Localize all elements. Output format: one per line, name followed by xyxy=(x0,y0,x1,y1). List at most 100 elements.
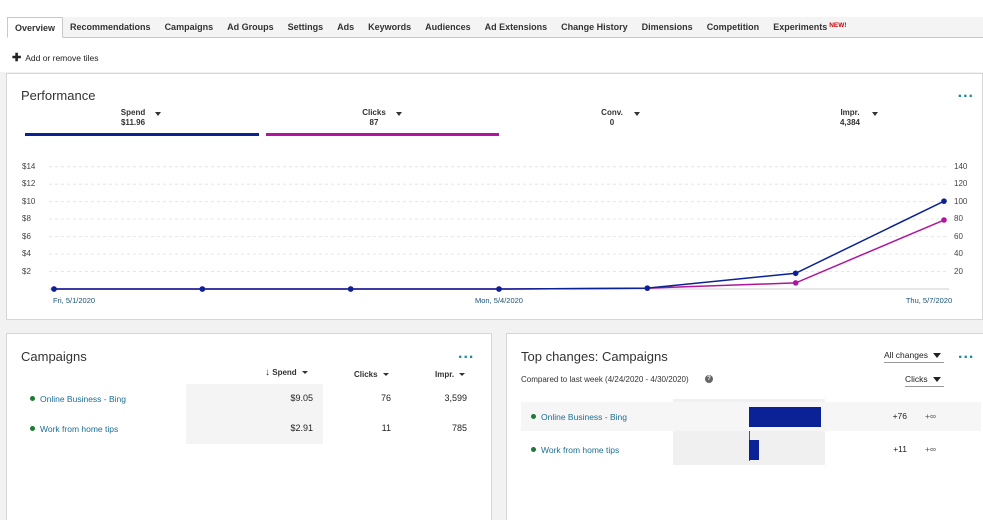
y-left-tick-label: $10 xyxy=(22,196,36,206)
help-icon[interactable]: ? xyxy=(705,375,713,383)
changes-filter-dropdown[interactable]: All changes xyxy=(884,350,941,360)
column-header-spend[interactable]: ↓ Spend xyxy=(265,367,308,378)
y-left-tick-label: $12 xyxy=(22,179,36,189)
impressions-cell: 785 xyxy=(451,423,467,433)
top-changes-title: Top changes: Campaigns xyxy=(521,349,668,364)
tab-label: Ad Groups xyxy=(227,22,274,32)
metric-impr-value: 4,384 xyxy=(839,118,861,127)
x-tick-label: Fri, 5/1/2020 xyxy=(52,296,96,305)
tab-dimensions[interactable]: Dimensions xyxy=(635,17,700,37)
compare-period-text: Compared to last week (4/24/2020 - 4/30/… xyxy=(521,375,689,384)
tab-label: Audiences xyxy=(425,22,471,32)
tab-overview[interactable]: Overview xyxy=(7,17,64,38)
tab-change-history[interactable]: Change History xyxy=(554,17,635,37)
tab-settings[interactable]: Settings xyxy=(281,17,331,37)
status-active-icon xyxy=(531,414,536,419)
change-percent: +∞ xyxy=(925,444,937,454)
performance-chart xyxy=(49,166,949,292)
y-right-tick-label: 100 xyxy=(954,196,968,206)
y-left-tick-label: $2 xyxy=(22,266,31,276)
add-remove-tiles-button[interactable]: ✚ Add or remove tiles xyxy=(12,51,98,64)
data-point-spend[interactable] xyxy=(199,286,206,292)
campaign-link[interactable]: Online Business - Bing xyxy=(40,394,126,404)
tab-ad-groups[interactable]: Ad Groups xyxy=(220,17,281,37)
performance-title: Performance xyxy=(21,88,96,103)
change-value: +76 xyxy=(892,411,907,421)
clicks-cell: 11 xyxy=(381,423,391,433)
chevron-down-icon xyxy=(459,373,466,377)
tab-keywords[interactable]: Keywords xyxy=(361,17,418,37)
tab-label: Change History xyxy=(561,22,628,32)
data-point-spend[interactable] xyxy=(644,285,651,291)
data-point-spend[interactable] xyxy=(496,286,502,292)
performance-more-options-icon[interactable]: ... xyxy=(957,84,974,101)
top-changes-panel: Top changes: Campaigns ... All changes C… xyxy=(506,333,983,520)
impressions-cell: 3,599 xyxy=(444,393,467,403)
tab-ads[interactable]: Ads xyxy=(330,17,361,37)
data-point-spend[interactable] xyxy=(51,286,57,292)
top-changes-more-options-icon[interactable]: ... xyxy=(958,345,975,362)
metric-dropdown[interactable]: Clicks xyxy=(905,374,941,384)
campaigns-title: Campaigns xyxy=(21,349,87,364)
tab-label: Ad Extensions xyxy=(484,22,548,32)
data-point-spend[interactable] xyxy=(347,286,354,292)
y-left-tick-label: $6 xyxy=(22,231,31,241)
metric-conv-value: 0 xyxy=(609,118,615,127)
spend-cell: $9.05 xyxy=(290,393,313,403)
y-right-tick-label: 140 xyxy=(954,161,968,171)
change-bar xyxy=(749,407,821,427)
chevron-down-icon xyxy=(932,353,941,359)
data-point-clicks[interactable] xyxy=(792,280,799,286)
chevron-down-icon xyxy=(396,112,402,116)
sort-down-arrow-icon: ↓ xyxy=(265,367,270,378)
metric-clicks-value: 87 xyxy=(369,118,379,127)
tab-experiments[interactable]: Experiments NEW! xyxy=(766,17,853,37)
bar-zero-axis xyxy=(749,403,750,461)
metric-spend[interactable]: Spend $11.96 xyxy=(118,108,161,128)
column-impr-label: Impr. xyxy=(435,370,455,379)
y-right-tick-label: 80 xyxy=(954,214,963,224)
tab-recommendations[interactable]: Recommendations xyxy=(63,17,158,37)
status-active-icon xyxy=(30,426,35,431)
metric-clicks[interactable]: Clicks 87 xyxy=(359,108,402,128)
metric-dropdown-value: Clicks xyxy=(905,374,928,384)
tab-label: Recommendations xyxy=(70,22,151,32)
performance-panel: Performance ... Spend $11.96 Clicks 87 C… xyxy=(6,73,983,320)
tab-campaigns[interactable]: Campaigns xyxy=(158,17,221,37)
dropdown-underline xyxy=(884,362,944,363)
data-point-spend[interactable] xyxy=(941,198,947,204)
chevron-down-icon xyxy=(382,373,389,377)
column-clicks-label: Clicks xyxy=(354,370,378,379)
metric-impressions[interactable]: Impr. 4,384 xyxy=(835,108,878,128)
y-left-tick-label: $14 xyxy=(22,161,36,171)
column-header-impressions[interactable]: Impr. xyxy=(435,370,466,379)
tab-label: Experiments xyxy=(773,22,828,32)
campaign-link[interactable]: Work from home tips xyxy=(541,445,620,455)
metric-conversions[interactable]: Conv. 0 xyxy=(597,108,640,128)
tab-ad-extensions[interactable]: Ad Extensions xyxy=(478,17,555,37)
list-item: Work from home tips +11 +∞ xyxy=(521,435,981,464)
change-value: +11 xyxy=(893,444,907,454)
status-active-icon xyxy=(30,396,35,401)
campaign-link[interactable]: Online Business - Bing xyxy=(541,412,627,422)
metric-spend-indicator xyxy=(25,133,259,136)
y-right-tick-label: 40 xyxy=(954,249,963,259)
campaigns-more-options-icon[interactable]: ... xyxy=(458,345,475,362)
add-tiles-label: Add or remove tiles xyxy=(25,53,99,63)
column-header-clicks[interactable]: Clicks xyxy=(354,370,389,379)
tab-label: Overview xyxy=(15,23,56,33)
metric-spend-label: Spend xyxy=(120,108,146,117)
spend-cell: $2.91 xyxy=(290,423,313,433)
x-tick-label: Thu, 5/7/2020 xyxy=(905,296,953,305)
metric-conv-label: Conv. xyxy=(601,108,623,117)
tab-competition[interactable]: Competition xyxy=(700,17,767,37)
change-percent: +∞ xyxy=(925,411,937,421)
y-right-tick-label: 120 xyxy=(954,179,968,189)
table-row: Work from home tips $2.91 11 785 xyxy=(7,415,487,443)
tab-audiences[interactable]: Audiences xyxy=(418,17,478,37)
data-point-spend[interactable] xyxy=(792,270,799,277)
spend-column-highlight xyxy=(186,384,323,444)
data-point-clicks[interactable] xyxy=(941,217,947,223)
campaign-link[interactable]: Work from home tips xyxy=(40,424,119,434)
tab-label: Campaigns xyxy=(164,22,214,32)
